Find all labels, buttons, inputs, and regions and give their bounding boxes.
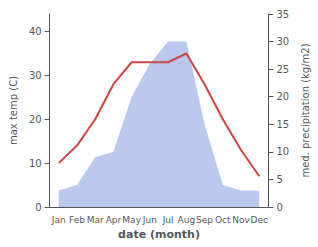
svg-text:Jul: Jul xyxy=(162,215,174,225)
svg-text:10: 10 xyxy=(29,158,42,169)
svg-text:30: 30 xyxy=(276,36,289,47)
svg-text:20: 20 xyxy=(276,91,289,102)
svg-text:25: 25 xyxy=(276,64,289,75)
svg-text:date (month): date (month) xyxy=(118,228,200,241)
svg-text:15: 15 xyxy=(276,119,289,130)
svg-text:max temp (C): max temp (C) xyxy=(8,76,19,145)
svg-text:0: 0 xyxy=(276,202,282,213)
svg-text:Nov: Nov xyxy=(232,215,250,225)
svg-text:20: 20 xyxy=(29,114,42,125)
svg-text:Mar: Mar xyxy=(87,215,104,225)
svg-text:35: 35 xyxy=(276,9,289,20)
svg-text:med. precipitation (kg/m2): med. precipitation (kg/m2) xyxy=(300,43,311,177)
svg-text:Jan: Jan xyxy=(51,215,66,225)
svg-text:0: 0 xyxy=(35,202,41,213)
svg-text:10: 10 xyxy=(276,146,289,157)
svg-text:40: 40 xyxy=(29,26,42,37)
svg-text:Oct: Oct xyxy=(215,215,231,225)
svg-text:Sep: Sep xyxy=(196,215,213,225)
svg-text:Dec: Dec xyxy=(251,215,268,225)
svg-text:Apr: Apr xyxy=(106,215,122,225)
svg-text:Aug: Aug xyxy=(178,215,196,225)
svg-text:5: 5 xyxy=(276,174,282,185)
svg-text:May: May xyxy=(122,215,141,225)
svg-text:Jun: Jun xyxy=(142,215,157,225)
svg-text:Feb: Feb xyxy=(69,215,85,225)
svg-text:30: 30 xyxy=(29,70,42,81)
